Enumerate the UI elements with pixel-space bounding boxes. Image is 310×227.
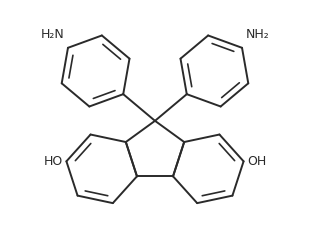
Text: NH₂: NH₂ <box>246 28 270 41</box>
Text: OH: OH <box>247 155 267 168</box>
Text: H₂N: H₂N <box>40 28 64 41</box>
Text: HO: HO <box>43 155 63 168</box>
